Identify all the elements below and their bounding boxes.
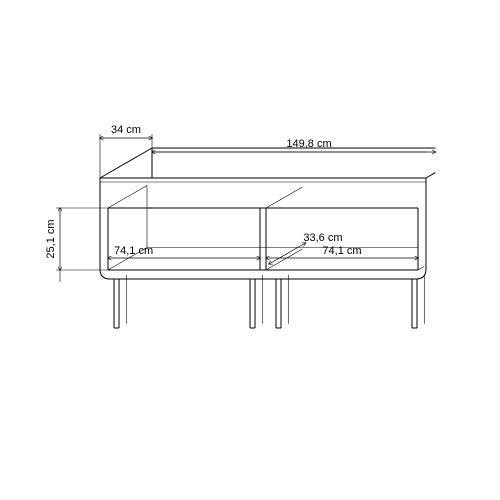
dim-depth-label: 34 cm bbox=[111, 124, 141, 136]
depth-edge-top-right bbox=[426, 173, 435, 178]
dim-bay-depth-label: 33,6 cm bbox=[303, 232, 342, 244]
shelf-floor-right bbox=[418, 266, 424, 270]
divider-depth-bot bbox=[266, 249, 302, 270]
dim-bay-depth bbox=[269, 243, 305, 264]
dim-bay-left-label: 74,1 cm bbox=[114, 245, 153, 257]
divider-depth-top bbox=[266, 187, 302, 208]
dim-bay-right-label: 74,1 cm bbox=[322, 245, 361, 257]
dim-height-label: 25,1 cm bbox=[45, 219, 57, 258]
depth-edge-top-left bbox=[100, 148, 152, 178]
front-outline bbox=[100, 178, 426, 279]
shelf-ceiling-left bbox=[108, 186, 147, 209]
dim-width-label: 149,8 cm bbox=[286, 138, 331, 150]
